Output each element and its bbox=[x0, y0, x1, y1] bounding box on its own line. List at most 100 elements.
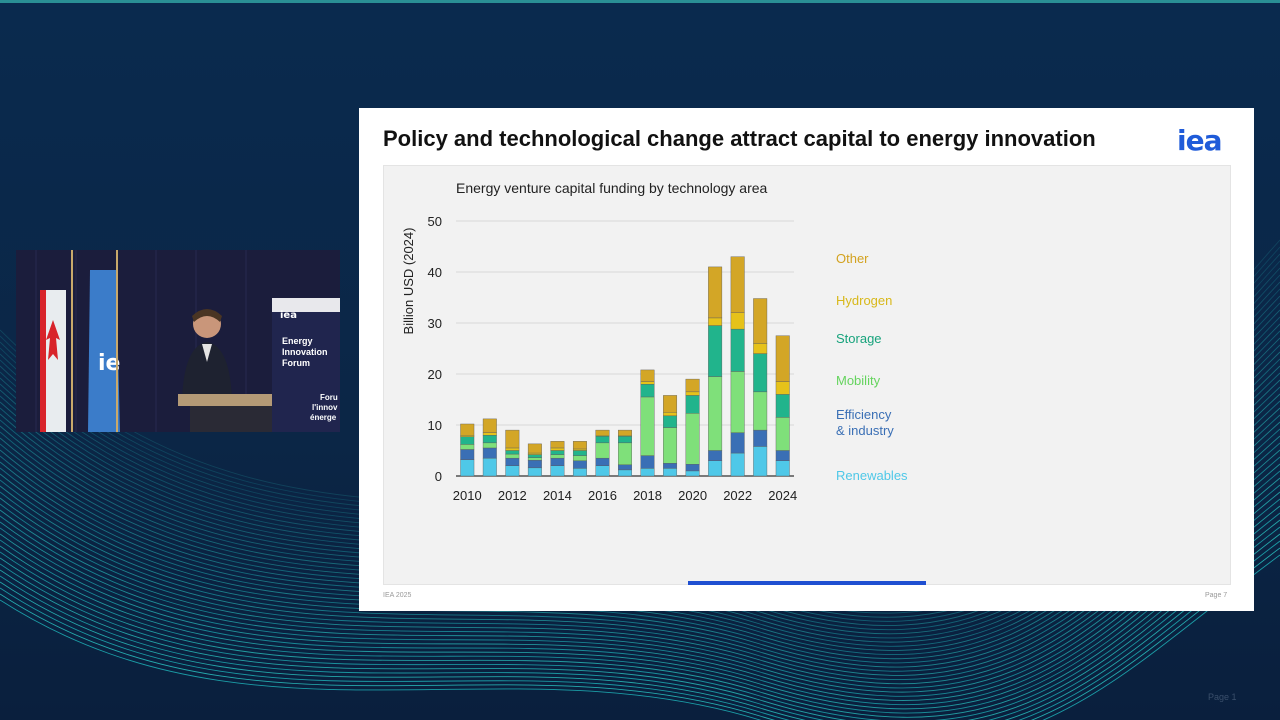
bar-2020-hydrogen bbox=[685, 391, 700, 396]
bar-2017-storage bbox=[618, 436, 632, 444]
bar-2014-renewables bbox=[550, 465, 565, 477]
y-tick-label: 30 bbox=[428, 316, 442, 331]
bar-2024-hydrogen bbox=[775, 381, 790, 395]
bar-2012-mobility bbox=[505, 453, 520, 459]
bar-2012-renewables bbox=[505, 465, 520, 477]
speaker-video: ie iea Energy Innovation Forum Foru l'in… bbox=[16, 250, 340, 432]
banner-fr-3: énerge bbox=[310, 413, 337, 422]
legend-label-renewables: Renewables bbox=[836, 468, 908, 483]
bar-2024-efficiency bbox=[775, 450, 790, 461]
x-tick-label: 2016 bbox=[588, 488, 617, 503]
x-tick-label: 2014 bbox=[543, 488, 572, 503]
bar-2021-renewables bbox=[708, 460, 723, 477]
x-tick-label: 2024 bbox=[768, 488, 797, 503]
bar-2016-other bbox=[595, 429, 610, 436]
svg-text:ie: ie bbox=[98, 351, 120, 376]
bar-2015-efficiency bbox=[572, 460, 587, 469]
bar-2024-other bbox=[775, 335, 790, 382]
legend-label-mobility: Mobility bbox=[836, 373, 881, 388]
bar-2013-mobility bbox=[527, 457, 542, 461]
y-tick-label: 50 bbox=[428, 214, 442, 229]
podium bbox=[178, 394, 288, 406]
banner-line-1: Energy bbox=[282, 336, 313, 346]
banner-logo: iea bbox=[280, 310, 297, 321]
y-axis-label: Billion USD (2024) bbox=[401, 228, 416, 335]
bar-2017-mobility bbox=[618, 442, 632, 465]
bar-2015-storage bbox=[572, 450, 587, 456]
bar-2019-hydrogen bbox=[663, 412, 678, 417]
footer-left: IEA 2025 bbox=[383, 592, 412, 599]
bar-2020-efficiency bbox=[685, 464, 700, 472]
bar-2023-efficiency bbox=[753, 429, 768, 447]
chart-title: Energy venture capital funding by techno… bbox=[456, 180, 768, 196]
banner-line-2: Innovation bbox=[282, 347, 328, 357]
bar-2012-other bbox=[505, 429, 520, 449]
bar-2014-storage bbox=[550, 450, 565, 455]
bar-2016-mobility bbox=[595, 442, 610, 459]
bar-2018-other bbox=[640, 369, 655, 382]
bar-2021-mobility bbox=[708, 376, 723, 451]
x-tick-label: 2018 bbox=[633, 488, 662, 503]
bar-2018-mobility bbox=[640, 396, 655, 456]
bar-2012-hydrogen bbox=[505, 447, 520, 451]
bar-2017-renewables bbox=[618, 469, 632, 477]
bar-2013-hydrogen bbox=[527, 452, 542, 455]
bar-2021-efficiency bbox=[708, 450, 723, 461]
bar-2010-hydrogen bbox=[460, 435, 475, 437]
bar-2024-storage bbox=[775, 394, 790, 418]
legend-label-other: Other bbox=[836, 251, 869, 266]
bar-2023-other bbox=[753, 298, 768, 344]
bar-2020-other bbox=[685, 378, 700, 393]
bar-2019-efficiency bbox=[663, 463, 678, 469]
bar-2013-renewables bbox=[527, 467, 542, 477]
bar-2010-mobility bbox=[460, 444, 475, 450]
bar-2024-renewables bbox=[775, 460, 790, 477]
bar-2017-efficiency bbox=[618, 464, 632, 471]
bar-2015-mobility bbox=[572, 455, 587, 461]
iea-flag bbox=[88, 270, 120, 432]
y-tick-label: 20 bbox=[428, 367, 442, 382]
bar-2015-hydrogen bbox=[572, 448, 587, 451]
banner-fr-1: Foru bbox=[320, 393, 338, 402]
x-tick-label: 2022 bbox=[723, 488, 752, 503]
bar-2013-other bbox=[527, 443, 542, 454]
bar-2013-storage bbox=[527, 454, 542, 458]
legend-label-efficiency-line1: Efficiency bbox=[836, 407, 892, 422]
bar-2019-mobility bbox=[663, 427, 678, 464]
bar-2015-renewables bbox=[572, 468, 587, 477]
bar-2021-storage bbox=[708, 325, 723, 377]
bar-2024-mobility bbox=[775, 417, 790, 451]
bar-2020-storage bbox=[685, 395, 700, 414]
bar-2019-other bbox=[663, 395, 678, 413]
bar-2022-hydrogen bbox=[730, 312, 745, 330]
bar-2011-other bbox=[482, 418, 497, 433]
x-tick-label: 2010 bbox=[453, 488, 482, 503]
x-tick-label: 2012 bbox=[498, 488, 527, 503]
bar-2021-other bbox=[708, 266, 723, 319]
bar-2011-hydrogen bbox=[482, 432, 497, 436]
bar-2012-storage bbox=[505, 450, 520, 455]
iea-logo: iea bbox=[1177, 124, 1222, 157]
bar-2011-storage bbox=[482, 435, 497, 444]
bar-2011-efficiency bbox=[482, 447, 497, 459]
bar-2014-efficiency bbox=[550, 457, 565, 466]
bar-2010-storage bbox=[460, 436, 475, 445]
bar-2023-hydrogen bbox=[753, 343, 768, 354]
bar-2018-renewables bbox=[640, 468, 655, 477]
legend-label-storage: Storage bbox=[836, 331, 882, 346]
y-tick-label: 0 bbox=[435, 469, 442, 484]
bar-2019-storage bbox=[663, 415, 678, 428]
bar-2020-renewables bbox=[685, 470, 700, 477]
slide-title: Policy and technological change attract … bbox=[383, 126, 1096, 151]
banner-line-3: Forum bbox=[282, 358, 310, 368]
bar-2022-efficiency bbox=[730, 432, 745, 454]
footer-page-number: Page 7 bbox=[1205, 592, 1228, 599]
legend-label-hydrogen: Hydrogen bbox=[836, 293, 892, 308]
bar-2014-mobility bbox=[550, 454, 565, 459]
bar-2017-other bbox=[618, 429, 632, 436]
bar-2020-mobility bbox=[685, 413, 700, 465]
bar-2022-renewables bbox=[730, 452, 745, 477]
bar-2014-hydrogen bbox=[550, 447, 565, 451]
bar-2010-renewables bbox=[460, 459, 475, 477]
progress-bar bbox=[688, 581, 926, 585]
